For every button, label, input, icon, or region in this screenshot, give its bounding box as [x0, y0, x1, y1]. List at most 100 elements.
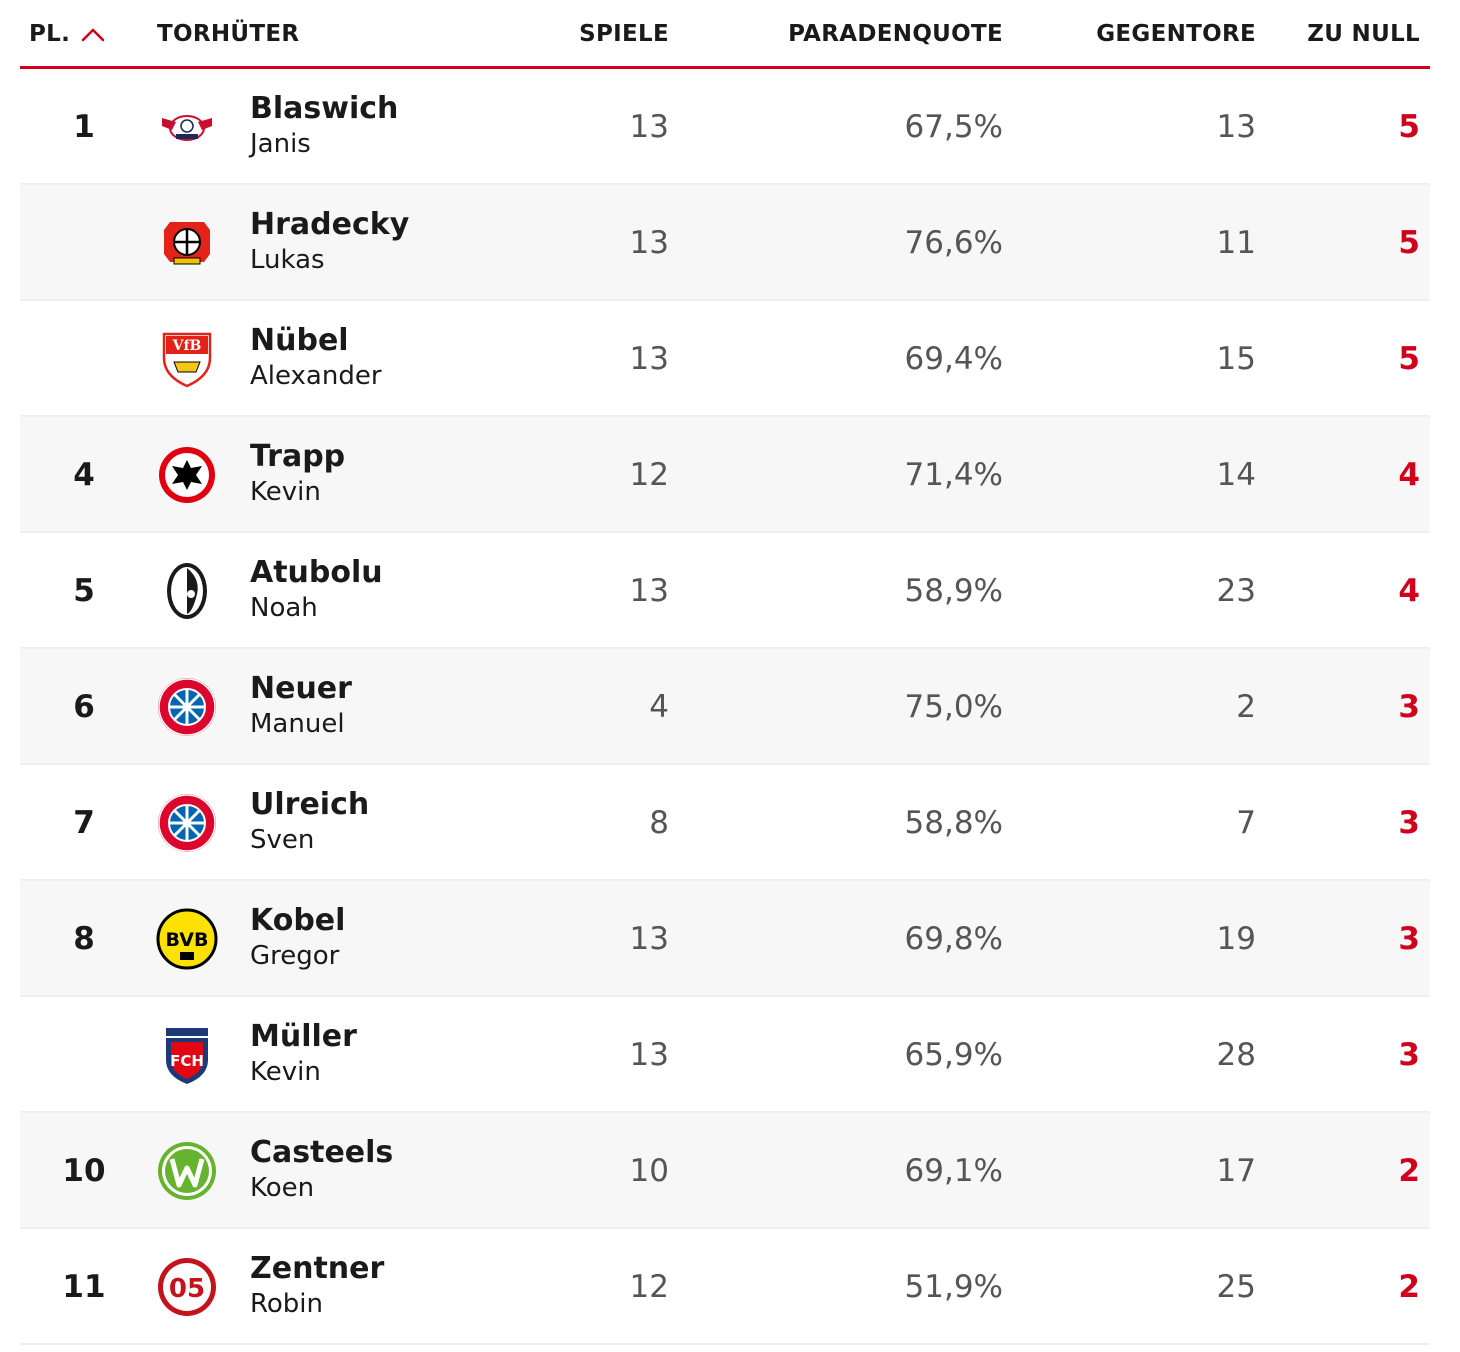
games-column-header[interactable]: SPIELE: [579, 21, 669, 47]
table-row[interactable]: 10 Casteels Koen 10 69,1% 17 2: [20, 1113, 1430, 1229]
player-first-name: Manuel: [250, 709, 345, 739]
save-rate-cell: 75,0%: [904, 689, 1003, 725]
table-row[interactable]: 5 Atubolu Noah 13 58,9% 23 4: [20, 533, 1430, 649]
goals-against-cell: 25: [1216, 1269, 1256, 1305]
save-rate-cell: 51,9%: [904, 1269, 1003, 1305]
save-rate-cell: 58,8%: [904, 805, 1003, 841]
table-row[interactable]: FCH Müller Kevin 13 65,9% 28 3: [20, 997, 1430, 1113]
rank-cell: 5: [73, 573, 95, 609]
rank-column-header[interactable]: PL.: [29, 20, 106, 48]
clean-sheets-cell: 3: [1398, 1037, 1420, 1073]
table-header: PL. TORHÜTER SPIELE PARADENQUOTE GEGENTO…: [20, 0, 1430, 69]
goals-against-cell: 13: [1216, 109, 1256, 145]
player-name[interactable]: Zentner Robin: [250, 1251, 384, 1321]
save-rate-cell: 67,5%: [904, 109, 1003, 145]
games-cell: 12: [629, 1269, 669, 1305]
player-name[interactable]: Müller Kevin: [250, 1019, 357, 1089]
clean-sheets-cell: 3: [1398, 689, 1420, 725]
goals-against-cell: 2: [1236, 689, 1256, 725]
goals-against-cell: 28: [1216, 1037, 1256, 1073]
table-row[interactable]: VfB Nübel Alexander 13 69,4% 15 5: [20, 301, 1430, 417]
svg-text:FCH: FCH: [170, 1052, 204, 1070]
table-row[interactable]: 8 BVB Kobel Gregor 13 69,8% 19 3: [20, 881, 1430, 997]
rank-cell: [20, 997, 148, 1113]
goals-against-cell: 11: [1216, 225, 1256, 261]
player-last-name: Zentner: [250, 1251, 385, 1286]
player-first-name: Alexander: [250, 361, 382, 391]
save-rate-column-header[interactable]: PARADENQUOTE: [788, 21, 1003, 47]
player-last-name: Nübel: [250, 323, 349, 358]
table-row[interactable]: 4 Trapp Kevin 12 71,4% 14 4: [20, 417, 1430, 533]
vfl-wolfsburg-crest-icon: [156, 1140, 218, 1202]
goals-against-cell: 23: [1216, 573, 1256, 609]
bayer-leverkusen-crest-icon: [156, 212, 218, 274]
player-name[interactable]: Ulreich Sven: [250, 787, 369, 857]
player-last-name: Kobel: [250, 903, 346, 938]
goals-against-cell: 15: [1216, 341, 1256, 377]
mainz-05-crest-icon: 05: [156, 1256, 218, 1318]
save-rate-cell: 65,9%: [904, 1037, 1003, 1073]
table-row[interactable]: 1 Blaswich Janis 13 67,5% 13 5: [20, 69, 1430, 185]
player-name[interactable]: Blaswich Janis: [250, 91, 398, 161]
save-rate-cell: 69,1%: [904, 1153, 1003, 1189]
player-last-name: Müller: [250, 1019, 357, 1054]
clean-sheets-cell: 5: [1398, 341, 1420, 377]
games-cell: 8: [649, 805, 669, 841]
player-last-name: Atubolu: [250, 555, 383, 590]
rank-cell: 8: [73, 921, 95, 957]
player-name[interactable]: Atubolu Noah: [250, 555, 383, 625]
rank-cell: 6: [73, 689, 95, 725]
goals-against-cell: 7: [1236, 805, 1256, 841]
player-name[interactable]: Neuer Manuel: [250, 671, 352, 741]
player-name[interactable]: Trapp Kevin: [250, 439, 345, 509]
table-row[interactable]: 6 Neuer Manuel 4 75,0% 2 3: [20, 649, 1430, 765]
rank-cell: [20, 185, 148, 301]
sc-freiburg-crest-icon: [156, 560, 218, 622]
player-last-name: Neuer: [250, 671, 352, 706]
rb-leipzig-crest-icon: [156, 96, 218, 158]
clean-sheets-cell: 5: [1398, 225, 1420, 261]
player-first-name: Noah: [250, 593, 318, 623]
player-name[interactable]: Hradecky Lukas: [250, 207, 409, 277]
player-last-name: Ulreich: [250, 787, 370, 822]
goals-against-cell: 17: [1216, 1153, 1256, 1189]
svg-text:BVB: BVB: [166, 929, 209, 951]
player-name[interactable]: Kobel Gregor: [250, 903, 345, 973]
clean-sheets-column-header[interactable]: ZU NULL: [1307, 21, 1420, 47]
rank-cell: 4: [73, 457, 95, 493]
rank-cell: [20, 301, 148, 417]
vfb-stuttgart-crest-icon: VfB: [156, 328, 218, 390]
games-cell: 12: [629, 457, 669, 493]
goals-against-cell: 14: [1216, 457, 1256, 493]
player-first-name: Gregor: [250, 941, 340, 971]
player-column-header[interactable]: TORHÜTER: [157, 21, 300, 47]
bvb-crest-icon: BVB: [156, 908, 218, 970]
games-cell: 10: [629, 1153, 669, 1189]
player-last-name: Blaswich: [250, 91, 399, 126]
rank-header-label: PL.: [29, 21, 71, 47]
goals-against-column-header[interactable]: GEGENTORE: [1096, 21, 1256, 47]
player-name[interactable]: Casteels Koen: [250, 1135, 393, 1205]
fc-bayern-crest-icon: [156, 792, 218, 854]
rank-cell: 11: [62, 1269, 106, 1305]
games-cell: 13: [629, 109, 669, 145]
clean-sheets-cell: 2: [1398, 1269, 1420, 1305]
rank-cell: 1: [73, 109, 95, 145]
save-rate-cell: 71,4%: [904, 457, 1003, 493]
player-first-name: Kevin: [250, 1057, 321, 1087]
table-row[interactable]: 11 05 Zentner Robin 12 51,9% 25 2: [20, 1229, 1430, 1345]
svg-text:05: 05: [169, 1274, 205, 1304]
games-cell: 13: [629, 1037, 669, 1073]
eintracht-frankfurt-crest-icon: [156, 444, 218, 506]
fc-heidenheim-crest-icon: FCH: [156, 1024, 218, 1086]
table-row[interactable]: Hradecky Lukas 13 76,6% 11 5: [20, 185, 1430, 301]
player-first-name: Janis: [250, 129, 311, 159]
player-first-name: Koen: [250, 1173, 315, 1203]
clean-sheets-cell: 5: [1398, 109, 1420, 145]
chevron-up-icon: [81, 28, 105, 42]
clean-sheets-cell: 2: [1398, 1153, 1420, 1189]
goalkeeper-stats-table: PL. TORHÜTER SPIELE PARADENQUOTE GEGENTO…: [20, 0, 1430, 1345]
player-last-name: Casteels: [250, 1135, 394, 1170]
table-row[interactable]: 7 Ulreich Sven 8 58,8% 7 3: [20, 765, 1430, 881]
player-name[interactable]: Nübel Alexander: [250, 323, 382, 393]
